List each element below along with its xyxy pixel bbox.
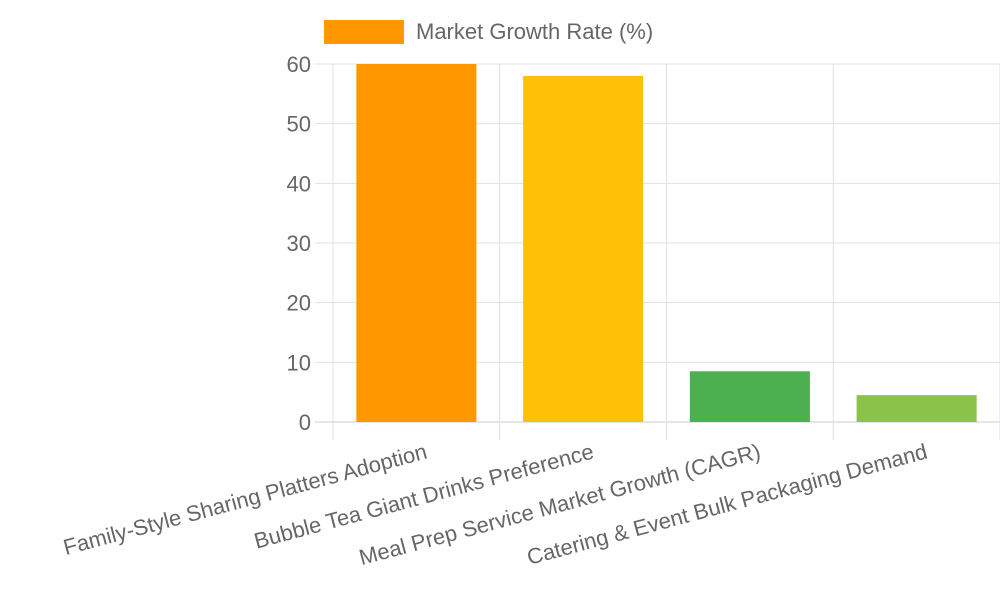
bar[interactable] (523, 75, 644, 422)
y-tick-label: 10 (287, 350, 311, 375)
y-tick-label: 60 (287, 52, 311, 77)
bar[interactable] (356, 64, 477, 422)
y-tick-label: 40 (287, 171, 311, 196)
bar[interactable] (689, 371, 810, 422)
legend-label: Market Growth Rate (%) (416, 19, 653, 44)
x-axis-ticks: Family-Style Sharing Platters AdoptionBu… (61, 439, 930, 570)
y-tick-label: 30 (287, 231, 311, 256)
y-tick-label: 0 (299, 410, 311, 435)
bar[interactable] (856, 395, 977, 422)
y-axis-ticks: 0 10 20 30 40 50 60 (287, 52, 311, 435)
y-tick-label: 20 (287, 291, 311, 316)
bars (356, 64, 977, 422)
legend[interactable]: Market Growth Rate (%) (324, 19, 653, 44)
legend-swatch (324, 20, 404, 44)
y-tick-label: 50 (287, 112, 311, 137)
